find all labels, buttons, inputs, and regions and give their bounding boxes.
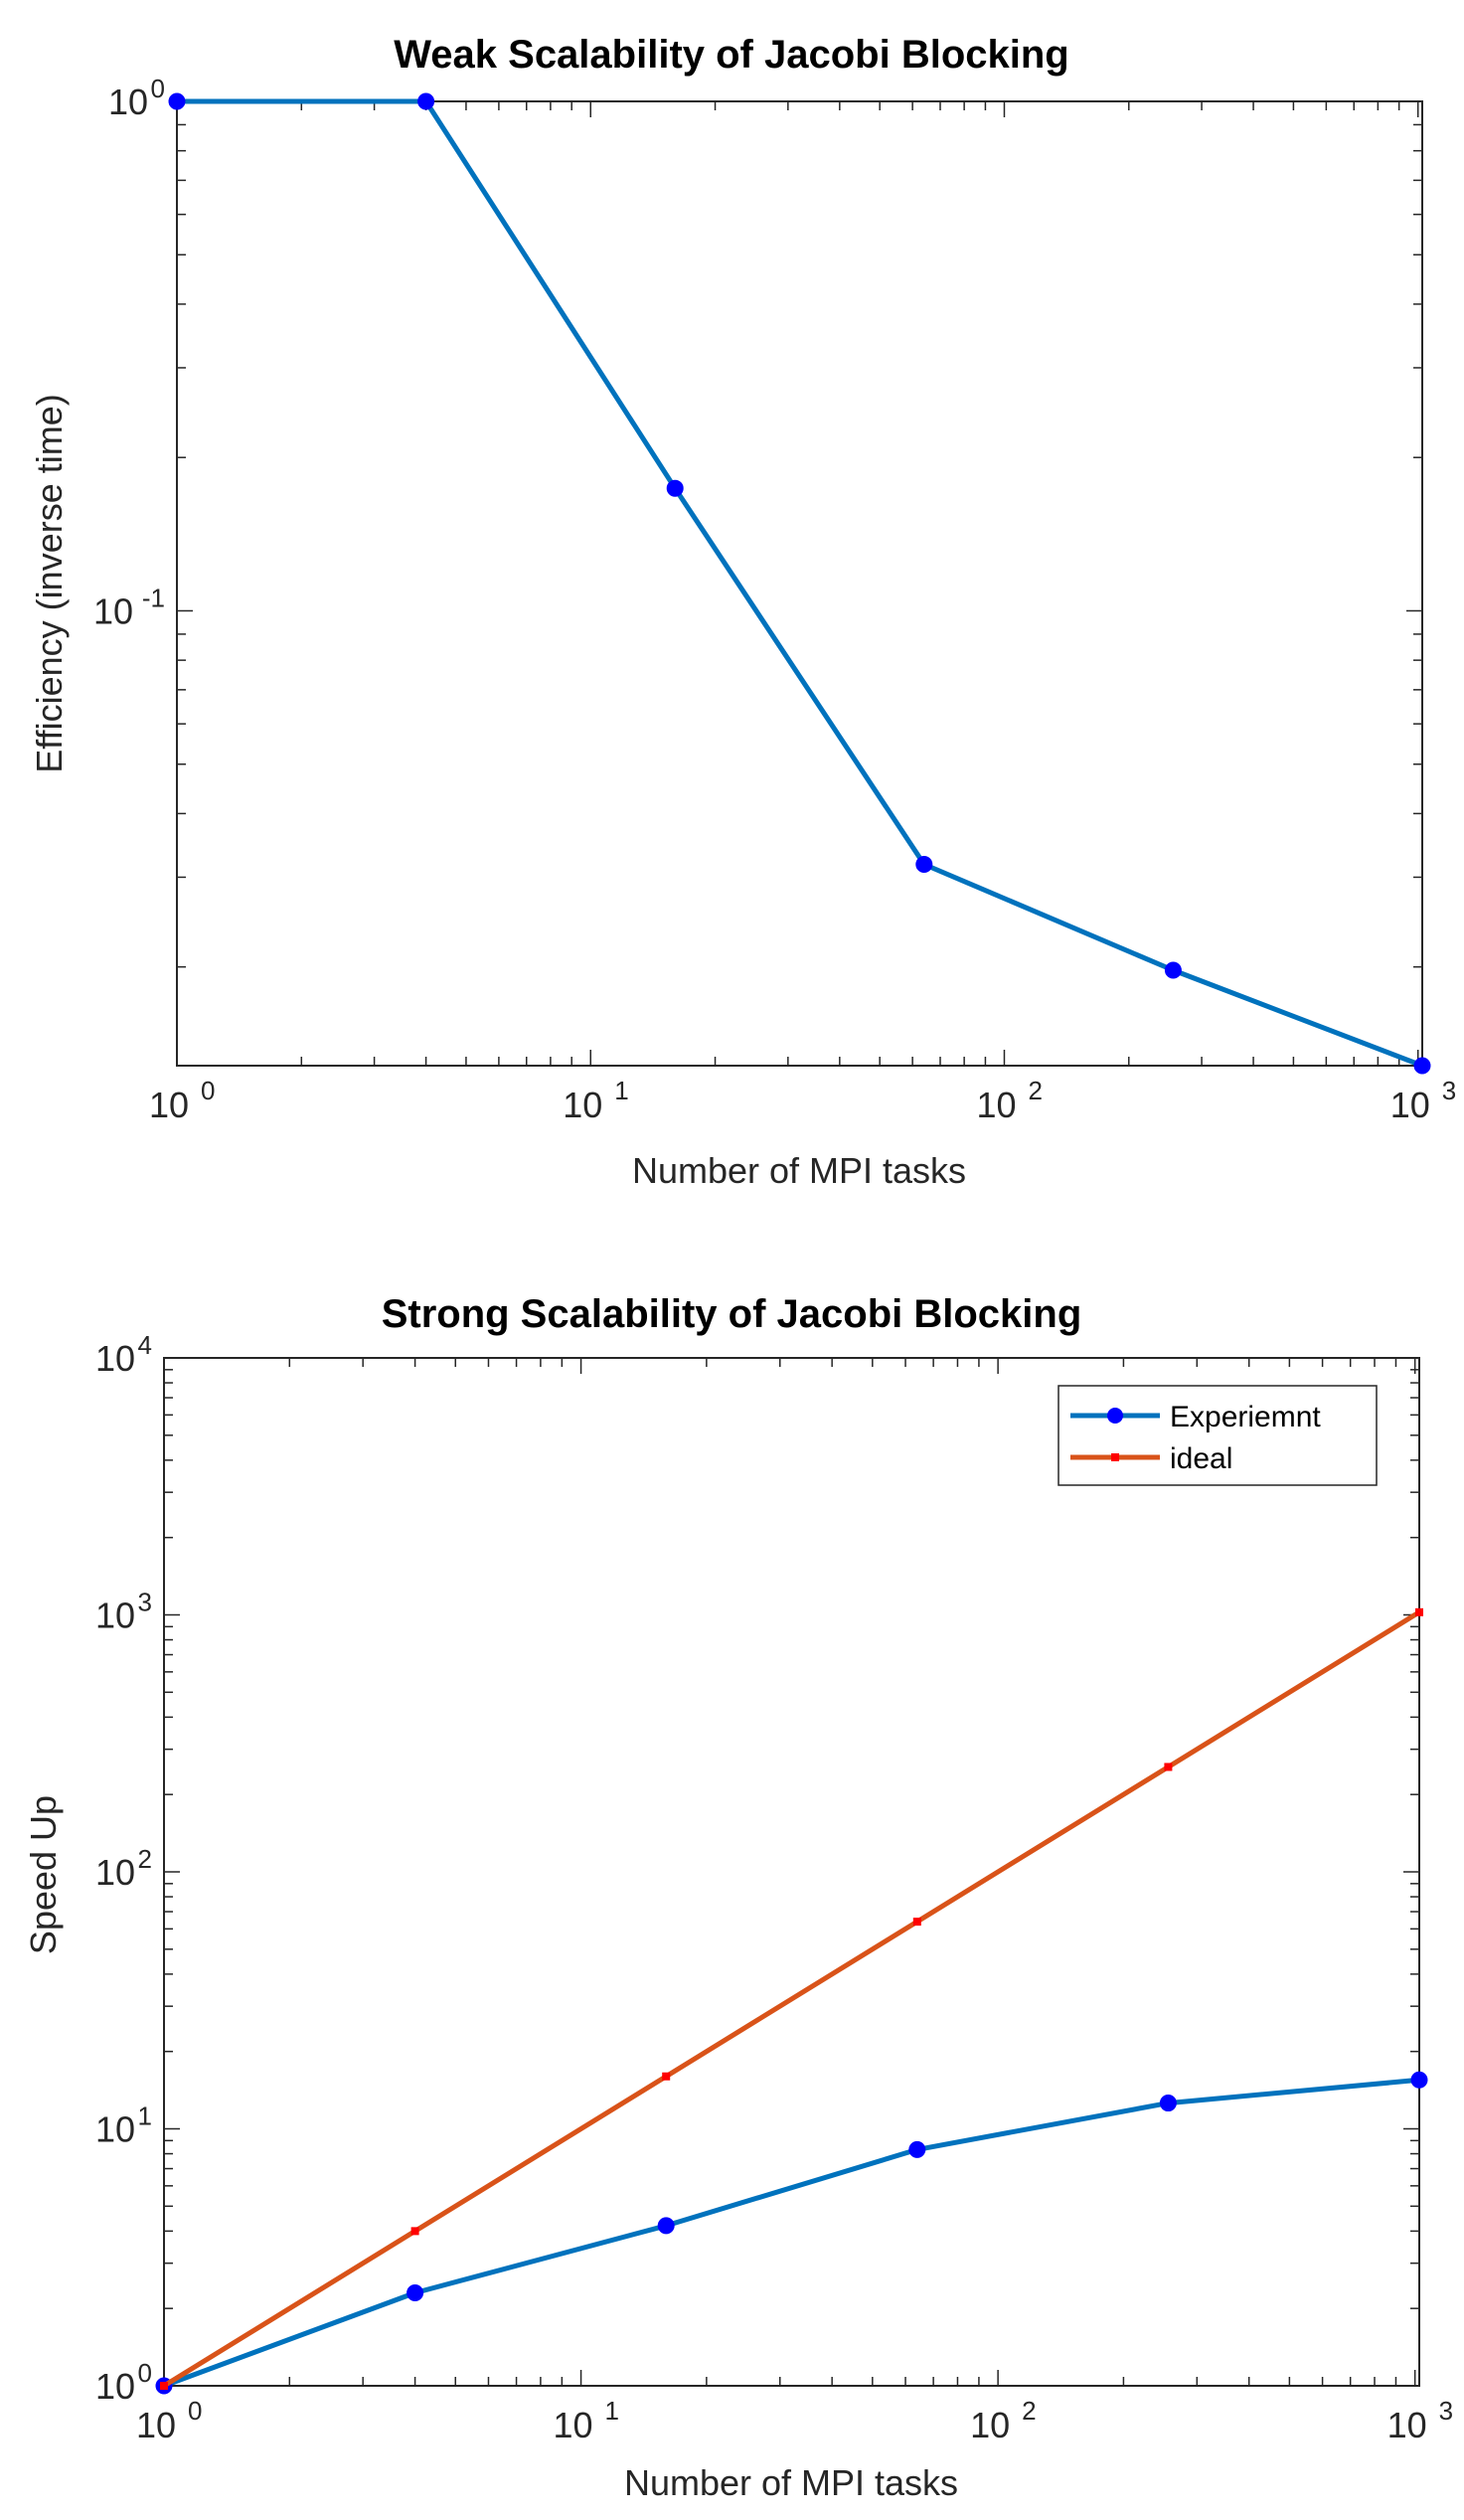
x-tick-labels: 10 0 10 1 10 2 10 3 (136, 2396, 1453, 2445)
y-axis-label: Efficiency (inverse time) (29, 394, 70, 772)
y-tick-label: 10 (95, 1852, 135, 1893)
y-axis-label: Speed Up (23, 1795, 64, 1954)
x-tick-labels: 10 0 10 1 10 2 10 3 (149, 1076, 1456, 1125)
data-point (912, 1918, 921, 1927)
x-tick-label: 10 (1390, 1085, 1430, 1125)
data-point (407, 2283, 424, 2301)
y-tick-exponent: -1 (142, 583, 165, 612)
y-tick-exponent: 0 (151, 74, 165, 103)
data-point (908, 2140, 926, 2158)
series-line (163, 2077, 1420, 2389)
data-point (1164, 961, 1182, 979)
y-tick-label: 10 (95, 1596, 135, 1636)
y-tick-exponent: 2 (138, 1844, 152, 1874)
x-axis-label: Number of MPI tasks (624, 2462, 958, 2503)
data-point (168, 92, 186, 110)
legend: Experiemnt ideal (1057, 1385, 1378, 1486)
data-point (160, 2382, 168, 2390)
y-tick-exponent: 0 (138, 2358, 152, 2388)
legend-label-ideal: ideal (1170, 1442, 1232, 1475)
data-point (1413, 1057, 1431, 1075)
x-tick-label: 10 (136, 2405, 176, 2445)
x-tick-label: 10 (1387, 2405, 1427, 2445)
x-tick-label: 10 (554, 2405, 593, 2445)
x-tick-label: 10 (149, 1085, 189, 1125)
legend-marker-ideal (1111, 1453, 1119, 1461)
data-point (666, 479, 684, 497)
data-point (657, 2217, 675, 2235)
x-tick-exponent: 3 (1439, 2396, 1453, 2426)
data-point (662, 2072, 671, 2081)
chart-title: Weak Scalability of Jacobi Blocking (394, 33, 1068, 77)
series-layer (155, 1607, 1428, 2395)
y-tick-label: 10 (95, 1338, 135, 1379)
y-tick-exponent: 1 (138, 2101, 152, 2131)
x-tick-exponent: 0 (188, 2396, 202, 2426)
legend-box (1057, 1385, 1378, 1486)
strong-scalability-chart: Strong Scalability of Jacobi Blocking 10… (23, 1292, 1453, 2503)
data-point (915, 855, 933, 873)
y-tick-label: 10 (93, 590, 133, 631)
x-tick-exponent: 2 (1028, 1076, 1042, 1105)
y-tick-label: 10 (95, 2109, 135, 2150)
plot-area (163, 1357, 1420, 2387)
x-tick-exponent: 1 (605, 2396, 619, 2426)
x-tick-exponent: 1 (614, 1076, 628, 1105)
data-point (1415, 1607, 1423, 1616)
data-point (1164, 1763, 1173, 1771)
minor-ticks (163, 1357, 1419, 2387)
y-tick-label: 10 (95, 2366, 135, 2407)
data-point (1410, 2071, 1428, 2089)
plot-area (176, 100, 1423, 1067)
x-tick-exponent: 3 (1442, 1076, 1456, 1105)
y-tick-exponent: 3 (138, 1588, 152, 1617)
data-point (1159, 2095, 1177, 2112)
x-axis-label: Number of MPI tasks (632, 1150, 966, 1191)
legend-label-experiment: Experiemnt (1170, 1401, 1321, 1433)
x-tick-label: 10 (970, 2405, 1010, 2445)
x-tick-label: 10 (563, 1085, 602, 1125)
data-point (417, 92, 435, 110)
x-tick-label: 10 (976, 1085, 1016, 1125)
series-layer (168, 92, 1431, 1075)
y-tick-exponent: 4 (138, 1330, 152, 1360)
x-tick-exponent: 0 (201, 1076, 215, 1105)
x-tick-exponent: 2 (1022, 2396, 1036, 2426)
series-line (162, 1609, 1421, 2389)
weak-scalability-chart: Weak Scalability of Jacobi Blocking 10 0 1… (29, 33, 1456, 1191)
chart-title: Strong Scalability of Jacobi Blocking (382, 1292, 1082, 1336)
series-line (177, 98, 1423, 1069)
legend-marker-experiment (1107, 1408, 1123, 1424)
y-tick-label: 10 (108, 82, 148, 122)
data-point (410, 2227, 419, 2236)
